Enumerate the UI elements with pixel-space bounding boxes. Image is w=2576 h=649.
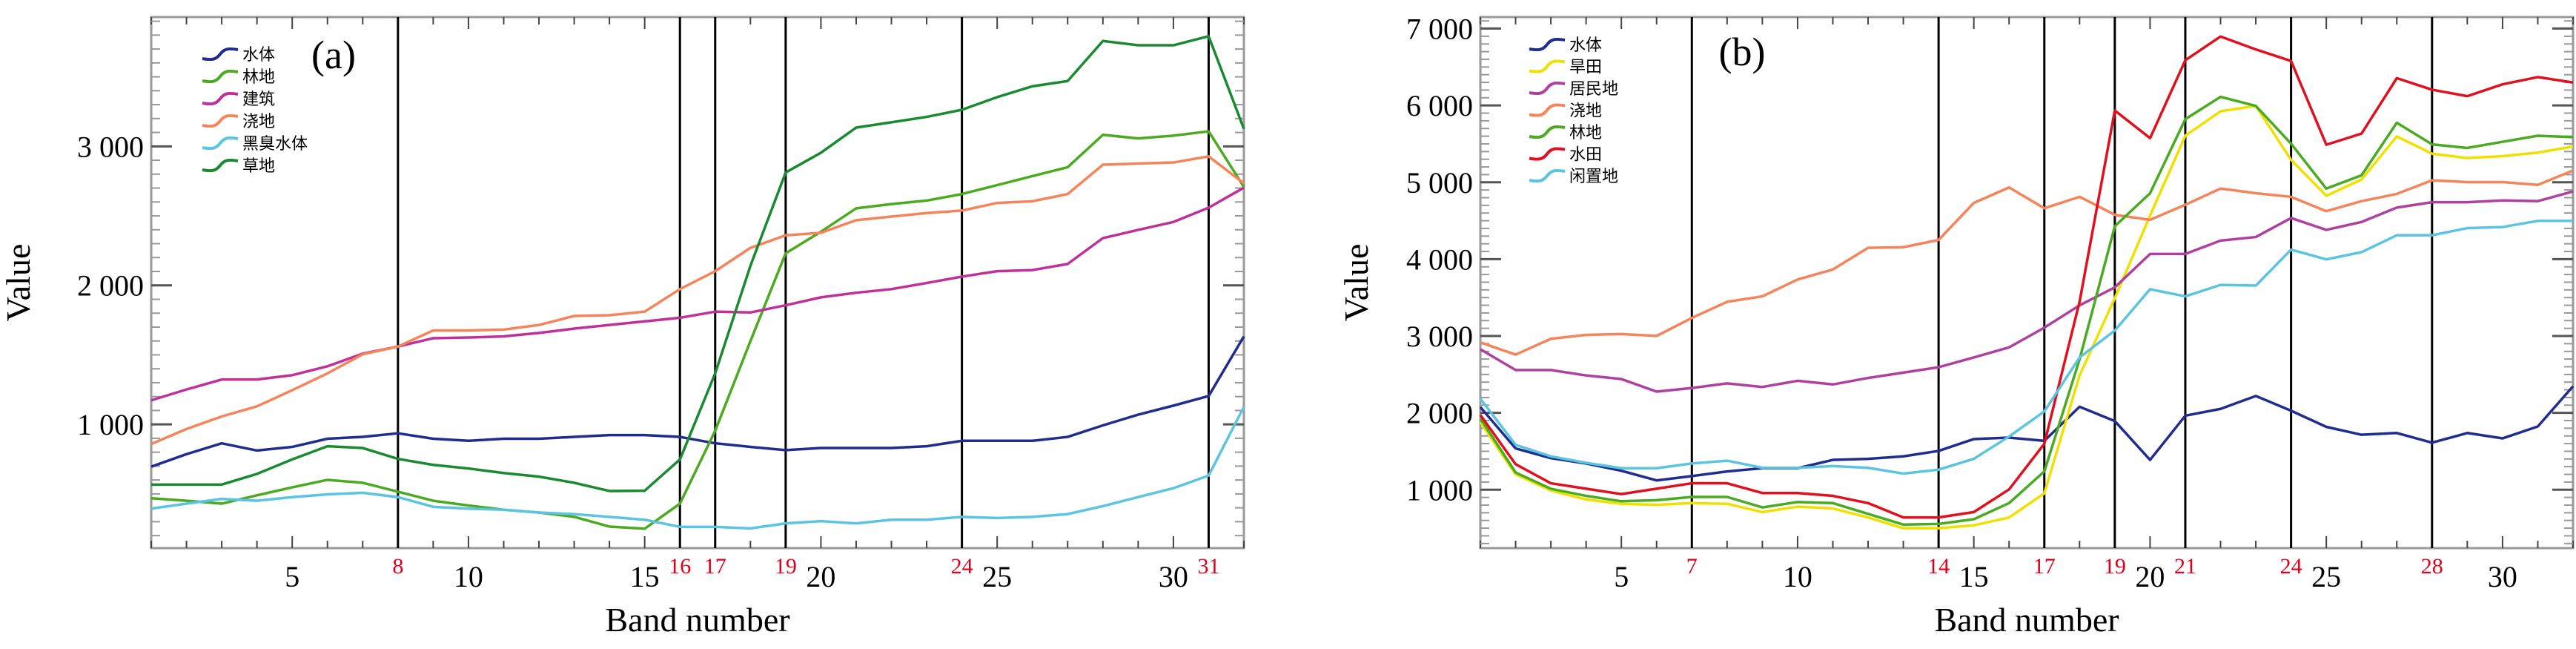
legend-swatch [1529,81,1566,96]
legend-swatch [202,69,239,84]
x-tick-label: 25 [2311,560,2341,593]
series-line [150,155,1245,446]
legend-swatch [1529,59,1566,73]
y-axis-title: Value [1337,244,1375,322]
x-tick-label: 30 [2488,560,2517,593]
y-tick-label: 2 000 [77,269,144,303]
legend-label: 建筑 [242,90,275,109]
series-line [1479,95,2574,527]
y-tick-label: 1 000 [77,408,144,441]
x-tick-label: 15 [630,560,660,593]
y-tick-label: 6 000 [1406,89,1473,122]
legend-swatch [202,113,239,128]
x-tick-label: 15 [1959,560,1989,593]
panel-label: (a) [311,33,356,77]
y-tick-label: 5 000 [1406,166,1473,200]
legend-swatch [1529,125,1566,139]
chart-panel-a: 1 000 2 000 3 000 5 10 15 20 25 30 8 16 17 19 24 31 水体林… [0,16,1245,639]
highlight-band-label: 31 [1197,554,1219,579]
highlight-band-label: 17 [704,554,726,579]
panel-label: (b) [1719,30,1766,74]
series-line [1479,35,2574,519]
highlight-band-label: 8 [392,554,403,579]
highlight-band-label: 14 [1927,554,1950,579]
legend-label: 草地 [242,157,275,176]
legend-label: 水体 [1569,36,1602,55]
chart-panel-b: 1 000 2 000 3 000 4 000 5 000 6 000 7 000 5 10 15… [1337,13,2575,639]
y-tick-label: 1 000 [1406,473,1473,507]
legend-swatch [1529,168,1566,183]
x-tick-label: 5 [285,560,299,593]
highlight-band-label: 16 [669,554,691,579]
series-line [150,186,1245,402]
highlight-band-label: 28 [2421,554,2443,579]
series-line [1479,105,2574,530]
legend-swatch [1529,37,1566,52]
x-tick-label: 10 [1783,560,1812,593]
highlight-band-label: 19 [775,554,797,579]
x-tick-label: 10 [454,560,483,593]
highlight-band-label: 21 [2174,554,2196,579]
legend-label: 林地 [1569,124,1602,142]
x-axis-title: Band number [1934,601,2119,639]
legend-swatch [202,91,239,106]
legend-label: 浇地 [1569,102,1602,121]
legend-label: 闲置地 [1569,168,1618,186]
legend-label: 居民地 [1569,80,1618,99]
legend-swatch [1529,147,1566,161]
y-tick-label: 3 000 [77,130,144,163]
series-line [1479,385,2575,482]
x-tick-label: 20 [806,560,835,593]
legend-swatch [1529,103,1566,117]
series-line [150,335,1245,468]
y-tick-label: 3 000 [1406,320,1473,353]
y-tick-label: 7 000 [1406,13,1473,46]
series-line [151,35,1245,492]
highlight-band-label: 17 [2033,554,2056,579]
series-line [150,130,1245,530]
plot-frame [150,16,1245,550]
x-tick-label: 20 [2135,560,2165,593]
highlight-band-label: 7 [1686,554,1698,579]
highlight-band-label: 24 [2280,554,2302,579]
y-tick-label: 2 000 [1406,397,1473,430]
legend-swatch [202,158,239,173]
x-axis-title: Band number [605,601,789,639]
highlight-band-label: 24 [951,554,973,579]
series-line [1480,169,2574,356]
legend-swatch [202,136,239,151]
y-tick-label: 4 000 [1406,243,1473,276]
series-line [1479,220,2573,475]
x-tick-label: 25 [982,560,1012,593]
legend-label: 浇地 [242,113,275,131]
series-line [1480,190,2574,393]
series-line [150,406,1245,530]
x-tick-label: 5 [1614,560,1629,593]
legend-label: 水体 [242,46,275,65]
legend-swatch [202,47,239,62]
legend-label: 林地 [242,68,275,87]
highlight-band-label: 19 [2104,554,2126,579]
x-tick-label: 30 [1159,560,1188,593]
y-axis-title: Value [0,244,37,322]
legend-label: 黑臭水体 [242,135,308,154]
legend-label: 水田 [1569,146,1602,165]
legend-label: 旱田 [1569,59,1602,77]
